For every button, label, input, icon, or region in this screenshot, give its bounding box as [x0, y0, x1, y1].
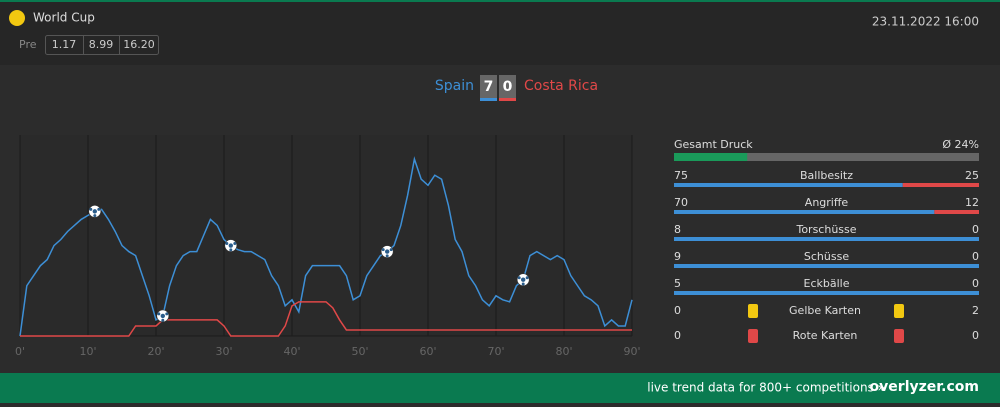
- odds-away: 16.20: [123, 38, 155, 51]
- stat-home: 5: [674, 277, 681, 290]
- card-icon: [748, 329, 758, 343]
- away-team: Costa Rica: [524, 78, 598, 94]
- top-border: [0, 0, 1000, 2]
- odds-label: Pre: [19, 38, 37, 51]
- stat-home: 75: [674, 169, 688, 182]
- stat-home: 70: [674, 196, 688, 209]
- x-tick-label: 0': [15, 345, 25, 358]
- stat-name: Angriffe: [805, 196, 849, 209]
- odds-home: 1.17: [52, 38, 77, 51]
- footer-brand[interactable]: overlyzer.com: [870, 379, 979, 395]
- goal-ball: [97, 207, 101, 211]
- x-tick-label: 60': [419, 345, 436, 358]
- home-team: Spain: [435, 78, 474, 94]
- goal-marker: [88, 205, 102, 218]
- goal-ball: [521, 277, 526, 282]
- goal-marker: [156, 309, 170, 323]
- goal-ball: [89, 207, 93, 211]
- x-tick-label: 30': [215, 345, 232, 358]
- trend-line: [20, 301, 632, 337]
- x-tick-label: 50': [351, 345, 368, 358]
- card-away: 2: [972, 304, 979, 317]
- goal-ball: [385, 254, 389, 258]
- header-bar: [0, 2, 1000, 65]
- footer-text: live trend data for 800+ competitions »: [647, 381, 885, 395]
- away-score-underline: [499, 98, 516, 101]
- goal-ball: [93, 214, 97, 218]
- goal-marker: [516, 273, 530, 287]
- x-tick-label: 70': [487, 345, 504, 358]
- stat-home: 9: [674, 250, 681, 263]
- x-tick-label: 40': [283, 345, 300, 358]
- home-score: 7: [484, 79, 494, 95]
- stat-bar-home: [674, 210, 935, 214]
- goal-ball: [381, 248, 385, 252]
- pressure-label: Ø 24%: [942, 138, 979, 151]
- stat-name: Schüsse: [804, 250, 849, 263]
- goal-ball: [225, 242, 229, 246]
- home-score-box: [480, 75, 497, 98]
- odds: 1.17 8.99 16.20: [45, 35, 159, 55]
- card-name: Rote Karten: [793, 329, 858, 342]
- odds-box: [45, 35, 159, 55]
- goal-ball: [517, 276, 521, 280]
- away-score-box: [499, 75, 516, 98]
- goal-marker: [224, 239, 238, 252]
- goal-ball: [233, 242, 237, 246]
- pressure-track: [674, 153, 979, 161]
- x-tick-label: 20': [147, 345, 164, 358]
- x-tick-label: 10': [79, 345, 96, 358]
- stat-bar-home: [674, 237, 979, 241]
- stat-name: Ballbesitz: [800, 169, 853, 182]
- odds-draw: 8.99: [89, 38, 114, 51]
- goal-marker: [380, 245, 394, 258]
- goal-ball: [228, 243, 233, 248]
- goal-ball: [521, 282, 525, 286]
- stat-name: Torschüsse: [795, 223, 856, 236]
- pressure-title: Gesamt Druck: [674, 138, 753, 151]
- goal-ball: [525, 276, 529, 280]
- trend-line: [19, 156, 633, 337]
- stat-bar-home: [674, 264, 979, 268]
- stat-bar-home: [674, 183, 903, 187]
- stat-name: Eckbälle: [804, 277, 850, 290]
- competition: World Cup: [33, 11, 95, 25]
- card-icon: [894, 329, 904, 343]
- x-tick-label: 90': [623, 345, 640, 358]
- goal-ball: [165, 312, 169, 316]
- stat-away: 0: [972, 250, 979, 263]
- card-home: 0: [674, 304, 681, 317]
- away-score: 0: [503, 79, 513, 95]
- card-away: 0: [972, 329, 979, 342]
- stat-home: 8: [674, 223, 681, 236]
- stat-bar-away: [934, 210, 979, 214]
- plot-area: [20, 135, 632, 336]
- goal-ball: [157, 312, 161, 316]
- goal-ball: [385, 249, 390, 254]
- card-home: 0: [674, 329, 681, 342]
- card-icon: [894, 304, 904, 318]
- card-name: Gelbe Karten: [789, 304, 861, 317]
- card-icon: [748, 304, 758, 318]
- goal-ball: [229, 248, 233, 252]
- stat-away: 0: [972, 277, 979, 290]
- stat-away: 0: [972, 223, 979, 236]
- footer-bar: [0, 373, 1000, 403]
- stat-bar-away: [902, 183, 979, 187]
- goal-ball: [161, 318, 165, 322]
- datetime: 23.11.2022 16:00: [872, 15, 979, 29]
- goal-ball: [160, 313, 165, 319]
- goal-ball: [389, 248, 393, 252]
- stat-away: 25: [965, 169, 979, 182]
- home-score-underline: [480, 98, 497, 101]
- stat-bar-home: [674, 291, 979, 295]
- x-tick-label: 80': [555, 345, 572, 358]
- pressure-bar: [674, 153, 748, 161]
- stat-away: 12: [965, 196, 979, 209]
- goal-ball: [92, 209, 98, 214]
- competition-icon: [9, 10, 25, 26]
